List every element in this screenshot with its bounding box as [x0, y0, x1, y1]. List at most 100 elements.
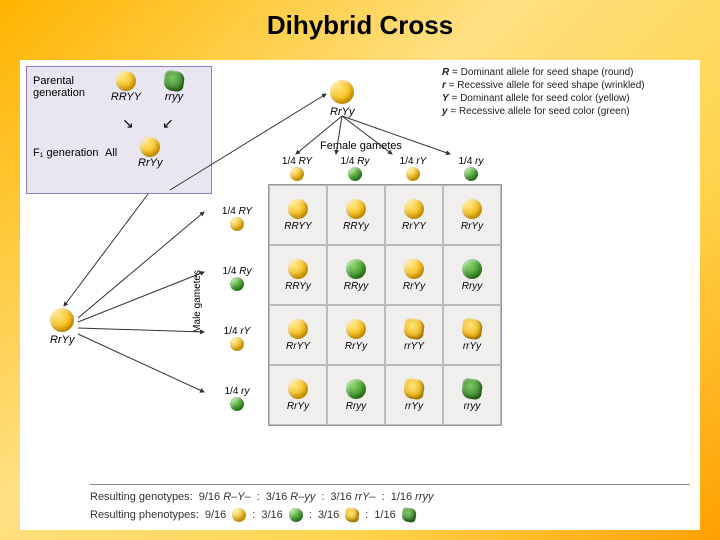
f1-row: F₁ generation All RrYy — [33, 137, 205, 169]
male-gamete: 1/4 ry — [208, 368, 266, 428]
male-gametes-label: Male gametes — [192, 270, 203, 333]
seed-icon — [290, 167, 304, 181]
punnett-cell: RRYy — [269, 245, 327, 305]
results-block: Resulting genotypes: 9/16 R–Y– : 3/16 R–… — [90, 481, 690, 524]
top-parent: RrYy — [330, 80, 354, 118]
genotype-label: RrYY — [402, 221, 426, 232]
seed-icon — [230, 277, 244, 291]
punnett-cell: RrYY — [269, 305, 327, 365]
genotype-label: rryy — [464, 401, 481, 412]
female-gamete: 1/4 ry — [442, 156, 500, 184]
female-gamete: 1/4 RY — [268, 156, 326, 184]
seed-icon — [346, 199, 366, 219]
parental-label: Parental generation — [33, 75, 99, 99]
seed-icon — [404, 199, 424, 219]
allele-legend: R = Dominant allele for seed shape (roun… — [442, 66, 692, 118]
parental-row: Parental generation RRYY rryy — [33, 71, 205, 103]
seed-icon — [401, 507, 417, 523]
seed-icon — [288, 259, 308, 279]
seed-icon — [140, 137, 160, 157]
seed-icon — [348, 167, 362, 181]
punnett-grid: RRYY RRYy RrYY RrYy RRYy RRyy RrYy Rryy RrYY RrYy… — [268, 184, 502, 426]
genotype-label: Rryy — [462, 281, 483, 292]
seed-icon — [230, 397, 244, 411]
genotype-label: RRYy — [343, 221, 369, 232]
genotype-label: RRYy — [285, 281, 311, 292]
page-title: Dihybrid Cross — [0, 0, 720, 41]
legend-line: r = Recessive allele for seed shape (wri… — [442, 79, 692, 92]
diagram-canvas: Parental generation RRYY rryy ↘ ↙ F₁ gen… — [20, 60, 700, 530]
seed-icon — [288, 199, 308, 219]
legend-line: Y = Dominant allele for seed color (yell… — [442, 92, 692, 105]
female-gamete-row: 1/4 RY1/4 Ry1/4 rY1/4 ry — [268, 156, 500, 184]
punnett-cell: rrYy — [443, 305, 501, 365]
female-gamete: 1/4 Ry — [326, 156, 384, 184]
punnett-cell: RrYy — [327, 305, 385, 365]
punnett-cell: RRYy — [327, 185, 385, 245]
genotype-label: Rryy — [346, 401, 367, 412]
genotype-label: RRyy — [344, 281, 368, 292]
seed-icon — [461, 377, 484, 400]
genotype-label: rrYy — [463, 341, 481, 352]
seed-icon — [288, 319, 308, 339]
genotype-label: RrYy — [129, 157, 171, 169]
punnett-cell: Rryy — [443, 245, 501, 305]
seed-icon — [346, 379, 366, 399]
seed-icon — [163, 70, 186, 93]
punnett-cell: rryy — [443, 365, 501, 425]
phenotype-results: Resulting phenotypes: 9/16 : 3/16 : 3/16… — [90, 506, 690, 524]
punnett-cell: rrYy — [385, 365, 443, 425]
genotype-label: RrYy — [330, 106, 354, 118]
male-gamete-col: 1/4 RY1/4 Ry1/4 rY1/4 ry — [208, 188, 266, 428]
legend-line: R = Dominant allele for seed shape (roun… — [442, 66, 692, 79]
punnett-cell: RrYy — [385, 245, 443, 305]
legend-line: y = Recessive allele for seed color (gre… — [442, 105, 692, 118]
punnett-cell: RRYY — [269, 185, 327, 245]
seed-icon — [230, 337, 244, 351]
male-gamete: 1/4 RY — [208, 188, 266, 248]
f1-note: All — [105, 147, 117, 159]
seed-icon — [346, 319, 366, 339]
genotype-label: RrYy — [461, 221, 483, 232]
punnett-cell: rrYY — [385, 305, 443, 365]
female-gametes-label: Female gametes — [320, 140, 402, 152]
genotype-results: Resulting genotypes: 9/16 R–Y– : 3/16 R–… — [90, 488, 690, 506]
genotype-label: RrYY — [286, 341, 310, 352]
genotype-label: rrYY — [404, 341, 424, 352]
genotype-label: rryy — [153, 91, 195, 103]
seed-icon — [404, 259, 424, 279]
seed-icon — [403, 317, 426, 340]
seed-icon — [330, 80, 354, 104]
seed-icon — [50, 308, 74, 332]
seed-icon — [461, 317, 484, 340]
seed-icon — [403, 377, 426, 400]
male-gamete: 1/4 rY — [208, 308, 266, 368]
seed-icon — [232, 508, 246, 522]
genotype-label: RrYy — [287, 401, 309, 412]
punnett-cell: RRyy — [327, 245, 385, 305]
punnett-cell: Rryy — [327, 365, 385, 425]
punnett-cell: RrYy — [269, 365, 327, 425]
seed-icon — [462, 259, 482, 279]
seed-icon — [288, 379, 308, 399]
seed-icon — [116, 71, 136, 91]
seed-icon — [462, 199, 482, 219]
genotype-label: RrYy — [345, 341, 367, 352]
genotype-label: RrYy — [403, 281, 425, 292]
seed-icon — [464, 167, 478, 181]
genotype-label: RrYy — [50, 334, 74, 346]
genotype-label: RRYY — [284, 221, 311, 232]
arrow-icon: ↘ — [122, 115, 134, 132]
parental-box: Parental generation RRYY rryy ↘ ↙ F₁ gen… — [26, 66, 212, 194]
seed-icon — [406, 167, 420, 181]
male-gamete: 1/4 Ry — [208, 248, 266, 308]
genotype-label: RRYY — [105, 91, 147, 103]
punnett-cell: RrYY — [385, 185, 443, 245]
seed-icon — [230, 217, 244, 231]
seed-icon — [344, 507, 360, 523]
punnett-cell: RrYy — [443, 185, 501, 245]
arrow-icon: ↙ — [162, 115, 174, 132]
seed-icon — [346, 259, 366, 279]
genotype-label: rrYy — [405, 401, 423, 412]
left-parent: RrYy — [50, 308, 74, 346]
